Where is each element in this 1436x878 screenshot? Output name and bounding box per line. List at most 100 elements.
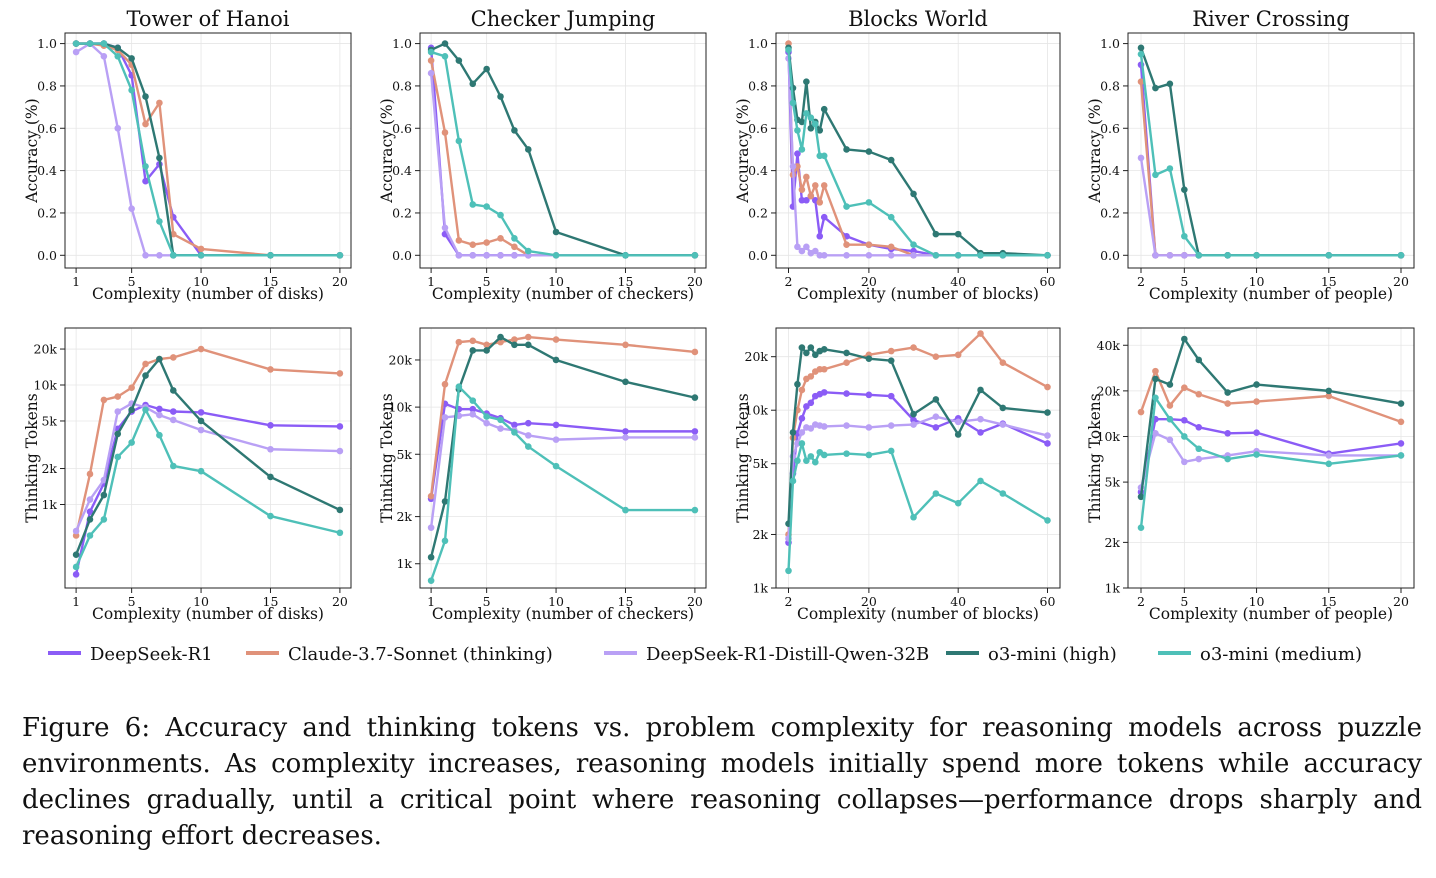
data-point [169, 251, 177, 259]
series-o3-mini-medium [785, 440, 1051, 575]
data-point [524, 333, 532, 341]
data-point [552, 356, 560, 364]
series-claude-3-7-sonnet-thinking [1137, 367, 1405, 426]
series-deepseek-r1 [1137, 61, 1405, 259]
data-point [427, 577, 435, 584]
y-tick-label: 40k [1097, 338, 1121, 353]
y-tick-label: 0.2 [748, 205, 768, 220]
x-tick-label: 15 [618, 274, 634, 289]
data-point [798, 146, 806, 153]
series-claude-3-7-sonnet-thinking [785, 330, 1051, 538]
data-point [1137, 493, 1145, 501]
data-point [794, 380, 801, 388]
series-line [1139, 81, 1401, 257]
data-point [1224, 455, 1231, 463]
data-point [552, 228, 560, 236]
x-tick-label: 60 [1040, 594, 1056, 609]
x-tick-label: 20 [1393, 594, 1409, 609]
x-tick-label: 20 [861, 594, 877, 609]
data-point [441, 498, 449, 505]
data-point [1166, 381, 1174, 388]
data-point [511, 243, 518, 251]
data-point [910, 421, 917, 428]
data-point [999, 490, 1007, 497]
data-point [427, 553, 435, 561]
data-point [441, 52, 449, 60]
data-point [511, 251, 518, 259]
y-tick-label: 0.0 [748, 248, 768, 263]
data-point [1397, 452, 1405, 459]
series-claude-3-7-sonnet-thinking [72, 345, 344, 539]
data-point [622, 506, 629, 514]
data-point [1325, 392, 1333, 400]
data-point [441, 129, 449, 136]
data-point [1044, 432, 1051, 439]
data-point [1152, 429, 1159, 437]
data-point [128, 86, 135, 94]
data-point [999, 404, 1007, 412]
data-point [128, 439, 135, 446]
data-point [1224, 400, 1231, 407]
data-point [807, 124, 815, 132]
data-point [336, 251, 344, 259]
data-point [1166, 165, 1174, 172]
data-point [483, 203, 490, 210]
data-point [865, 355, 873, 362]
data-point [100, 476, 108, 484]
data-point [910, 251, 917, 259]
data-point [954, 418, 962, 426]
data-point [336, 447, 344, 455]
data-point [427, 492, 435, 500]
data-point [267, 251, 274, 259]
data-point [169, 408, 177, 415]
x-tick-label: 20 [687, 274, 703, 289]
data-point [72, 551, 80, 558]
data-point [794, 457, 801, 465]
data-point [552, 436, 560, 443]
series-o3-mini-medium [72, 40, 344, 259]
data-point [789, 163, 797, 170]
legend-item-claude-3-7-sonnet-thinking: Claude-3.7-Sonnet (thinking) [246, 644, 553, 665]
y-tick-label: 0.0 [392, 248, 412, 263]
x-tick-label: 20 [332, 594, 348, 609]
y-tick-label: 1k [1104, 581, 1120, 596]
x-tick-label: 2 [785, 594, 793, 609]
data-point [142, 251, 149, 259]
x-tick-label: 2 [1137, 274, 1145, 289]
data-point [552, 462, 560, 470]
figure: 1 5 10 15 20 0.0 0.2 0.4 0.6 0.8 1.0 Tower of Hanoi… [23, 7, 1415, 665]
data-point [798, 186, 806, 193]
plot-frame [775, 327, 1061, 589]
data-point [820, 105, 828, 113]
y-axis-label: Accuracy (%) [1086, 98, 1104, 203]
data-point [816, 199, 824, 206]
series-line [429, 335, 696, 558]
data-point [843, 241, 850, 249]
data-point [865, 451, 873, 459]
data-point [455, 237, 463, 244]
data-point [1181, 433, 1188, 440]
series-deepseek-r1-distill-qwen-32b [427, 69, 699, 259]
data-point [100, 491, 108, 499]
data-point [1166, 415, 1174, 423]
data-point [999, 359, 1007, 367]
data-point [114, 124, 122, 132]
plot-frame [1127, 327, 1415, 589]
data-point [128, 205, 135, 213]
data-point [524, 419, 532, 427]
chart-panel-3: 2 20 40 60 0.0 0.2 0.4 0.6 0.8 1.0 Blocks World Com… [734, 7, 1061, 303]
series-claude-3-7-sonnet-thinking [72, 40, 344, 259]
data-point [1397, 400, 1405, 407]
series-claude-3-7-sonnet-thinking [1137, 78, 1405, 259]
chart-title: Blocks World [848, 7, 988, 31]
legend-label: Claude-3.7-Sonnet (thinking) [288, 644, 553, 665]
data-point [524, 341, 532, 349]
data-point [524, 146, 532, 153]
x-tick-label: 5 [483, 594, 491, 609]
data-point [807, 344, 815, 351]
data-point [843, 251, 850, 259]
